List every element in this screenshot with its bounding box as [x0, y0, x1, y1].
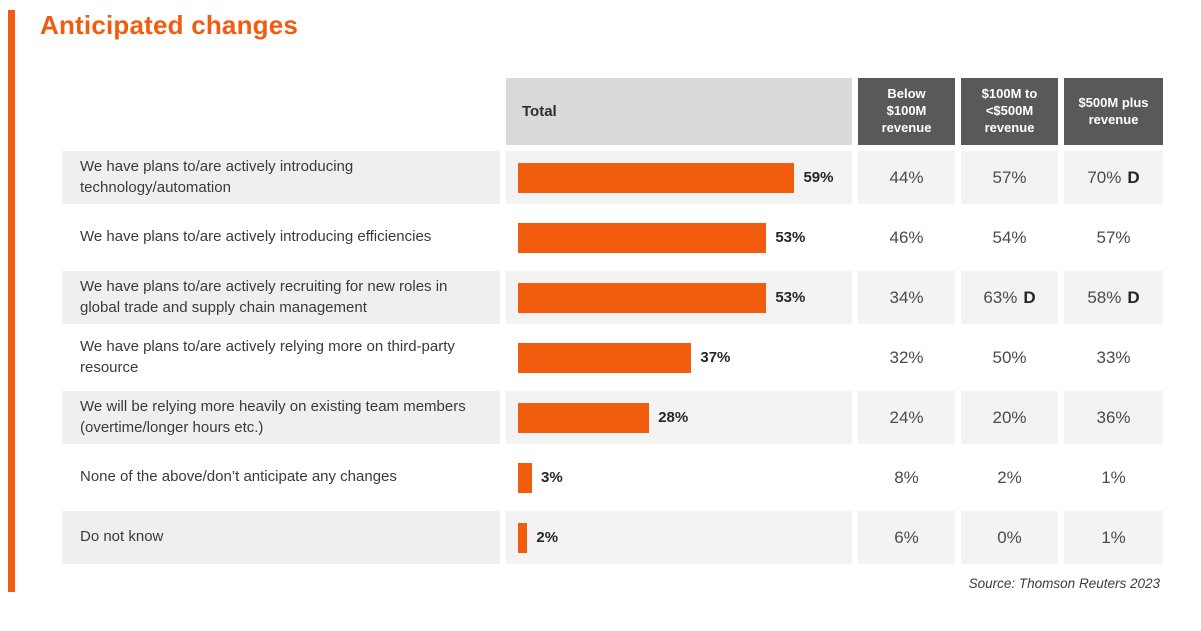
value-100m-to-500m: 20% — [961, 391, 1058, 444]
value-text: 57% — [1096, 227, 1131, 247]
bar-value-label: 2% — [536, 529, 559, 546]
total-bar — [518, 342, 692, 373]
value-100m-to-500m: 57% — [961, 151, 1058, 204]
table-row: We have plans to/are actively introducin… — [62, 211, 1163, 264]
value-500m-plus: 33% — [1064, 331, 1163, 384]
significance-flag: D — [1127, 167, 1140, 187]
total-bar-cell: 2% — [506, 511, 852, 564]
value-text: 1% — [1101, 527, 1126, 547]
value-text: 63% — [983, 287, 1018, 307]
bar-value-label: 28% — [658, 409, 689, 426]
value-500m-plus: 36% — [1064, 391, 1163, 444]
value-100m-to-500m: 63% D — [961, 271, 1058, 324]
value-below-100m: 46% — [858, 211, 955, 264]
significance-flag: D — [1023, 287, 1036, 307]
source-note: Source: Thomson Reuters 2023 — [968, 576, 1160, 591]
value-below-100m: 8% — [858, 451, 955, 504]
total-bar-cell: 37% — [506, 331, 852, 384]
table-row: We have plans to/are actively recruiting… — [62, 271, 1163, 324]
value-text: 34% — [889, 287, 924, 307]
total-bar — [518, 222, 767, 253]
value-500m-plus: 1% — [1064, 511, 1163, 564]
header-label-spacer — [62, 78, 500, 145]
table-row: We have plans to/are actively introducin… — [62, 151, 1163, 204]
value-text: 44% — [889, 167, 924, 187]
total-bar — [518, 282, 767, 313]
value-text: 6% — [894, 527, 919, 547]
column-header-below-100m: Below $100M revenue — [858, 78, 955, 145]
total-bar-cell: 28% — [506, 391, 852, 444]
row-label: Do not know — [62, 511, 500, 564]
value-100m-to-500m: 0% — [961, 511, 1058, 564]
page-title: Anticipated changes — [40, 10, 299, 40]
total-bar — [518, 522, 528, 553]
value-100m-to-500m: 50% — [961, 331, 1058, 384]
bar-value-label: 53% — [775, 289, 806, 306]
bar-value-label: 53% — [775, 229, 806, 246]
total-bar — [518, 462, 533, 493]
value-500m-plus: 1% — [1064, 451, 1163, 504]
value-text: 1% — [1101, 467, 1126, 487]
value-text: 2% — [997, 467, 1022, 487]
row-label: We have plans to/are actively introducin… — [80, 228, 432, 246]
bar-value-label: 3% — [541, 469, 563, 486]
bar-value-label: 37% — [700, 349, 731, 366]
value-text: 50% — [992, 347, 1027, 367]
value-text: 32% — [889, 347, 924, 367]
value-text: 0% — [997, 527, 1022, 547]
value-500m-plus: 57% — [1064, 211, 1163, 264]
total-bar — [518, 402, 650, 433]
value-100m-to-500m: 2% — [961, 451, 1058, 504]
row-label: We have plans to/are actively recruiting… — [62, 271, 500, 324]
row-label: We will be relying more heavily on exist… — [62, 391, 500, 444]
value-text: 46% — [889, 227, 924, 247]
row-label: We have plans to/are actively relying mo… — [80, 338, 455, 376]
column-header-total: Total — [506, 78, 852, 145]
value-text: 57% — [992, 167, 1027, 187]
significance-flag: D — [1127, 287, 1140, 307]
total-bar-cell: 53% — [506, 211, 852, 264]
bar-value-label: 59% — [803, 169, 834, 186]
value-below-100m: 34% — [858, 271, 955, 324]
total-bar — [518, 162, 795, 193]
value-text: 70% — [1087, 167, 1122, 187]
value-below-100m: 6% — [858, 511, 955, 564]
total-bar-cell: 53% — [506, 271, 852, 324]
row-label: We have plans to/are actively introducin… — [62, 151, 500, 204]
value-text: 54% — [992, 227, 1027, 247]
value-text: 36% — [1096, 407, 1131, 427]
value-500m-plus: 58% D — [1064, 271, 1163, 324]
table-row: We will be relying more heavily on exist… — [62, 391, 1163, 444]
table-row: None of the above/don’t anticipate any c… — [62, 451, 1163, 504]
value-text: 20% — [992, 407, 1027, 427]
left-accent-bar — [8, 10, 15, 592]
value-text: 58% — [1087, 287, 1122, 307]
value-text: 8% — [894, 467, 919, 487]
value-text: 33% — [1096, 347, 1131, 367]
chart-table: Total Below $100M revenue $100M to <$500… — [62, 78, 1163, 571]
value-below-100m: 32% — [858, 331, 955, 384]
value-500m-plus: 70% D — [1064, 151, 1163, 204]
value-below-100m: 44% — [858, 151, 955, 204]
column-header-500m-plus: $500M plus revenue — [1064, 78, 1163, 145]
value-text: 24% — [889, 407, 924, 427]
value-below-100m: 24% — [858, 391, 955, 444]
total-bar-cell: 3% — [506, 451, 852, 504]
header-row: Total Below $100M revenue $100M to <$500… — [62, 78, 1163, 145]
table-row: We have plans to/are actively relying mo… — [62, 331, 1163, 384]
total-bar-cell: 59% — [506, 151, 852, 204]
column-header-100m-to-500m: $100M to <$500M revenue — [961, 78, 1058, 145]
value-100m-to-500m: 54% — [961, 211, 1058, 264]
table-row: Do not know 2% 6% 0% 1% — [62, 511, 1163, 564]
row-label: None of the above/don’t anticipate any c… — [80, 468, 397, 486]
